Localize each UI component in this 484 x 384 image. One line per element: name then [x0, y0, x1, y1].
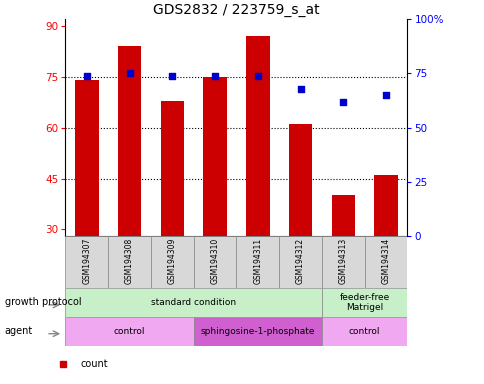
Bar: [65, 317, 193, 346]
Bar: [193, 317, 321, 346]
Bar: [65, 288, 321, 317]
Bar: [321, 317, 407, 346]
Bar: [331, 195, 354, 236]
Point: [83, 73, 91, 79]
Text: GSM194313: GSM194313: [338, 238, 347, 284]
Text: GSM194314: GSM194314: [381, 238, 390, 284]
Point: [381, 92, 389, 98]
Point: [211, 73, 218, 79]
Bar: [321, 236, 364, 288]
Text: feeder-free
Matrigel: feeder-free Matrigel: [339, 293, 389, 312]
Bar: [65, 236, 108, 288]
Bar: [108, 236, 151, 288]
Text: sphingosine-1-phosphate: sphingosine-1-phosphate: [200, 327, 315, 336]
Text: GSM194310: GSM194310: [210, 238, 219, 284]
Text: GSM194309: GSM194309: [167, 238, 177, 284]
Point: [296, 86, 304, 92]
Bar: [151, 236, 193, 288]
Bar: [288, 124, 312, 236]
Text: standard condition: standard condition: [151, 298, 236, 307]
Bar: [203, 77, 227, 236]
Text: growth protocol: growth protocol: [5, 297, 81, 308]
Bar: [374, 175, 397, 236]
Point: [254, 73, 261, 79]
Text: GSM194308: GSM194308: [125, 238, 134, 284]
Text: control: control: [114, 327, 145, 336]
Text: GSM194307: GSM194307: [82, 238, 91, 284]
Bar: [118, 46, 141, 236]
Text: control: control: [348, 327, 379, 336]
Title: GDS2832 / 223759_s_at: GDS2832 / 223759_s_at: [153, 3, 319, 17]
Bar: [364, 236, 407, 288]
Text: GSM194312: GSM194312: [295, 238, 304, 284]
Bar: [321, 288, 407, 317]
Bar: [245, 36, 269, 236]
Bar: [193, 236, 236, 288]
Point: [168, 73, 176, 79]
Bar: [236, 236, 279, 288]
Point: [339, 99, 347, 105]
Bar: [160, 101, 184, 236]
Text: GSM194311: GSM194311: [253, 238, 262, 284]
Point: [125, 70, 133, 76]
Text: agent: agent: [5, 326, 33, 336]
Bar: [279, 236, 321, 288]
Text: count: count: [80, 359, 108, 369]
Bar: [75, 80, 98, 236]
